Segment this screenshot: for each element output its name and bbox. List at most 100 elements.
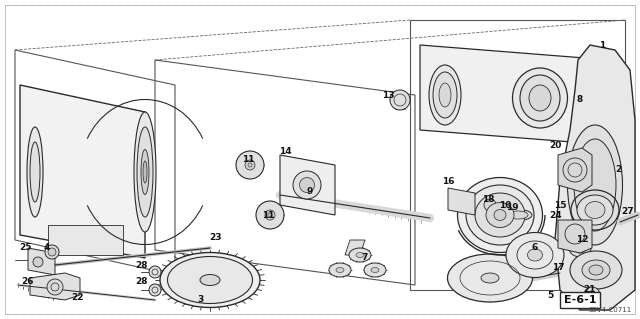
- Ellipse shape: [568, 125, 623, 245]
- Ellipse shape: [349, 248, 371, 262]
- Ellipse shape: [529, 85, 551, 111]
- Text: 22: 22: [72, 293, 84, 302]
- Ellipse shape: [508, 211, 528, 219]
- Ellipse shape: [168, 256, 253, 303]
- Text: 23: 23: [209, 234, 221, 242]
- Text: 7: 7: [362, 254, 368, 263]
- Text: 21: 21: [584, 286, 596, 294]
- Ellipse shape: [30, 142, 40, 202]
- Ellipse shape: [236, 151, 264, 179]
- Text: 12: 12: [576, 235, 588, 244]
- Text: 25: 25: [19, 243, 31, 253]
- Text: 18: 18: [482, 196, 494, 204]
- Ellipse shape: [520, 75, 560, 121]
- Ellipse shape: [475, 193, 525, 237]
- Text: E-6-1: E-6-1: [564, 295, 596, 305]
- Ellipse shape: [137, 127, 153, 217]
- Ellipse shape: [371, 268, 379, 272]
- Ellipse shape: [27, 127, 43, 217]
- Ellipse shape: [143, 161, 147, 183]
- Text: 8: 8: [577, 95, 583, 105]
- Text: 2: 2: [615, 166, 621, 174]
- Ellipse shape: [364, 263, 386, 277]
- Ellipse shape: [336, 268, 344, 272]
- Ellipse shape: [585, 202, 605, 219]
- Ellipse shape: [141, 150, 149, 195]
- Ellipse shape: [245, 160, 255, 170]
- Ellipse shape: [134, 112, 156, 232]
- Text: 20: 20: [549, 140, 561, 150]
- Text: 11: 11: [262, 211, 275, 219]
- Text: 28: 28: [136, 261, 148, 270]
- Polygon shape: [555, 45, 635, 310]
- Text: 15: 15: [554, 201, 566, 210]
- Text: 10: 10: [499, 201, 511, 210]
- Ellipse shape: [293, 171, 321, 199]
- Text: 6: 6: [532, 243, 538, 253]
- Ellipse shape: [504, 210, 532, 220]
- Ellipse shape: [577, 195, 613, 225]
- Ellipse shape: [569, 239, 591, 257]
- Text: 14: 14: [278, 147, 291, 157]
- Text: 27: 27: [621, 207, 634, 217]
- Text: 17: 17: [552, 263, 564, 272]
- Ellipse shape: [513, 68, 568, 128]
- Polygon shape: [28, 248, 55, 275]
- Ellipse shape: [466, 185, 534, 245]
- Text: 11: 11: [242, 155, 254, 165]
- Ellipse shape: [582, 260, 610, 280]
- Circle shape: [48, 248, 56, 256]
- Text: 5: 5: [547, 291, 553, 300]
- Polygon shape: [30, 273, 80, 300]
- Text: 28: 28: [136, 278, 148, 286]
- Text: 3: 3: [197, 295, 203, 305]
- Text: 9: 9: [307, 188, 313, 197]
- Text: 1: 1: [599, 41, 605, 49]
- Circle shape: [149, 284, 161, 296]
- Ellipse shape: [481, 273, 499, 283]
- Circle shape: [45, 245, 59, 259]
- Ellipse shape: [265, 210, 275, 220]
- Text: 13: 13: [381, 91, 394, 100]
- Polygon shape: [280, 155, 335, 215]
- Polygon shape: [20, 85, 145, 258]
- Ellipse shape: [300, 177, 314, 192]
- Polygon shape: [420, 45, 610, 145]
- Circle shape: [584, 287, 600, 303]
- Ellipse shape: [458, 177, 543, 253]
- Text: 16: 16: [442, 177, 454, 187]
- Ellipse shape: [527, 249, 543, 261]
- Circle shape: [588, 291, 596, 299]
- Ellipse shape: [494, 210, 506, 220]
- Ellipse shape: [447, 254, 532, 302]
- Circle shape: [390, 90, 410, 110]
- Polygon shape: [448, 188, 475, 215]
- Ellipse shape: [506, 233, 564, 278]
- Circle shape: [47, 279, 63, 295]
- Polygon shape: [345, 240, 365, 255]
- Ellipse shape: [356, 253, 364, 257]
- Polygon shape: [558, 220, 592, 253]
- Ellipse shape: [589, 265, 603, 275]
- Ellipse shape: [429, 65, 461, 125]
- Ellipse shape: [256, 201, 284, 229]
- Polygon shape: [558, 148, 592, 192]
- Ellipse shape: [574, 243, 586, 253]
- Circle shape: [33, 257, 43, 267]
- Ellipse shape: [574, 139, 616, 231]
- Text: 26: 26: [22, 278, 35, 286]
- Ellipse shape: [433, 72, 457, 118]
- Ellipse shape: [329, 263, 351, 277]
- Ellipse shape: [570, 251, 622, 289]
- Ellipse shape: [439, 83, 451, 107]
- Ellipse shape: [486, 203, 514, 227]
- Ellipse shape: [200, 275, 220, 286]
- Ellipse shape: [160, 253, 260, 308]
- Text: 19: 19: [506, 203, 518, 211]
- Text: 24: 24: [550, 211, 563, 219]
- Circle shape: [149, 266, 161, 278]
- Text: 4: 4: [44, 243, 50, 253]
- Circle shape: [484, 199, 496, 211]
- Bar: [48, 225, 123, 255]
- Text: S9V4-C0711: S9V4-C0711: [588, 307, 632, 313]
